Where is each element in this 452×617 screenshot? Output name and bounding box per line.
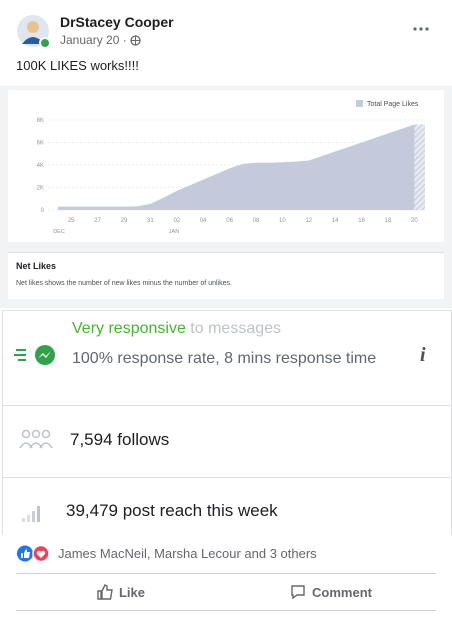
- page-info-box: [2, 310, 452, 535]
- post-text: 100K LIKES works!!!!: [16, 58, 139, 73]
- response-rating: Very responsive to messages: [72, 320, 281, 338]
- like-label[interactable]: Like: [118, 584, 145, 600]
- y-tick-label: 6K: [37, 141, 44, 147]
- comment-label[interactable]: Comment: [312, 584, 372, 600]
- net-likes-panel: [8, 252, 444, 299]
- follows-count: 7,594 follows: [70, 430, 170, 449]
- legend-swatch: [356, 100, 363, 107]
- post-date[interactable]: January 20 ·: [60, 33, 127, 47]
- divider: [16, 573, 436, 574]
- messenger-icon: [14, 345, 55, 365]
- x-tick-label: 29: [121, 218, 128, 224]
- month-label: JAN: [169, 229, 179, 235]
- net-likes-description: Net likes shows the number of new likes …: [16, 280, 232, 287]
- rating: Very responsive: [72, 320, 186, 337]
- y-tick-label: 4K: [37, 163, 44, 169]
- x-tick-label: 14: [332, 218, 339, 224]
- x-tick-label: 16: [358, 218, 365, 224]
- reactions-text[interactable]: James MacNeil, Marsha Lecour and 3 other…: [58, 546, 317, 561]
- info-icon[interactable]: i: [420, 344, 426, 366]
- x-tick-label: 20: [411, 218, 418, 224]
- y-tick-label: 2K: [37, 186, 44, 192]
- response-detail: 100% response rate, 8 mins response time: [72, 350, 377, 367]
- like-icon: [97, 584, 113, 600]
- x-tick-label: 25: [68, 218, 75, 224]
- net-likes-title: Net Likes: [16, 261, 57, 271]
- projection-hatch: [414, 124, 425, 210]
- reach-count: 39,479 post reach this week: [66, 501, 278, 520]
- x-tick-label: 04: [200, 218, 207, 224]
- divider: [2, 405, 450, 406]
- x-tick-label: 27: [94, 218, 101, 224]
- separator: ·: [122, 33, 127, 47]
- divider: [16, 610, 436, 611]
- x-tick-label: 10: [279, 218, 286, 224]
- x-tick-label: 02: [173, 218, 180, 224]
- legend-label: Total Page Likes: [367, 101, 419, 108]
- reach-icon: [22, 506, 40, 522]
- x-tick-label: 06: [226, 218, 233, 224]
- like-button[interactable]: Like: [16, 578, 226, 606]
- rating-suffix: to messages: [190, 320, 282, 337]
- follows-icon: [19, 429, 53, 449]
- author-name[interactable]: DrStacey Cooper: [60, 14, 174, 30]
- comment-button[interactable]: Comment: [226, 578, 436, 606]
- x-tick-label: 31: [147, 218, 154, 224]
- date[interactable]: January 20: [60, 33, 120, 47]
- month-label: DEC: [53, 229, 65, 235]
- area: [58, 124, 415, 210]
- globe-icon: [130, 35, 141, 46]
- x-tick-label: 18: [385, 218, 392, 224]
- x-tick-label: 08: [253, 218, 260, 224]
- y-tick-label: 8K: [37, 118, 44, 124]
- chart: 0 2K 4K 6K 8K Total Page Likes 25 27 29 31 02 04 06 0…: [37, 100, 425, 235]
- x-tick-label: 12: [305, 218, 312, 224]
- y-tick-label: 0: [41, 208, 45, 214]
- more-button[interactable]: [412, 25, 430, 33]
- comment-icon: [291, 585, 305, 600]
- divider: [2, 477, 450, 478]
- avatar[interactable]: [16, 14, 52, 50]
- reaction-icons[interactable]: [17, 545, 51, 562]
